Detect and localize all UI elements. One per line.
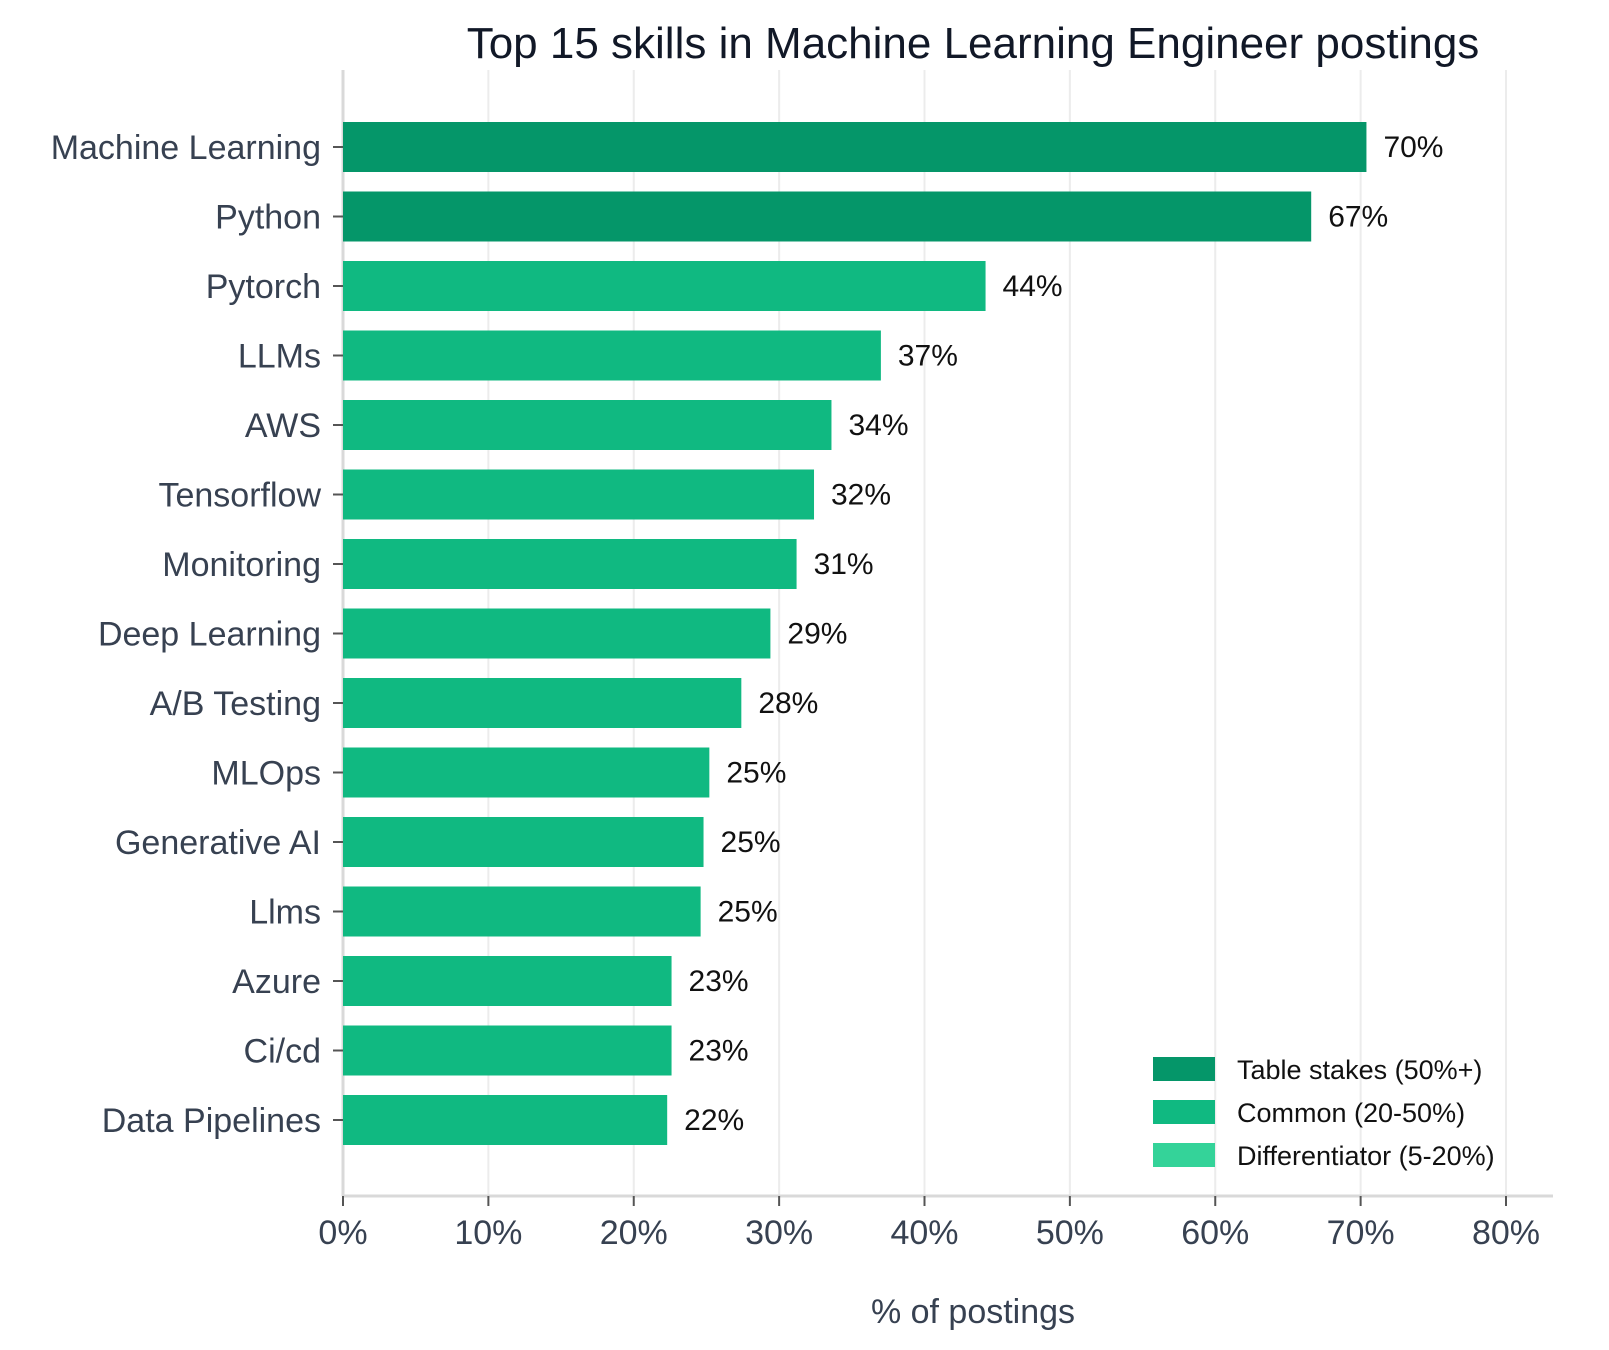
data-label: 25% xyxy=(721,826,781,859)
category-label: Azure xyxy=(232,963,321,1001)
data-label: 70% xyxy=(1383,131,1443,164)
bar xyxy=(343,678,742,728)
category-label: Deep Learning xyxy=(98,616,321,654)
bar xyxy=(343,191,1312,242)
x-axis-ticks: 0% 10% 20% 30% 40% 50% 60% 70% 80% xyxy=(318,1196,1540,1252)
data-label: 22% xyxy=(684,1104,744,1137)
category-label: A/B Testing xyxy=(150,685,321,723)
data-label: 34% xyxy=(848,409,908,442)
data-label: 25% xyxy=(718,896,778,929)
bar xyxy=(343,261,986,311)
data-label: 37% xyxy=(898,340,958,373)
category-label: Pytorch xyxy=(206,268,321,306)
x-tick-label: 20% xyxy=(600,1214,668,1252)
category-label: Monitoring xyxy=(162,546,321,584)
category-label: Tensorflow xyxy=(158,477,321,515)
category-labels: Machine Learning Python Pytorch LLMs AWS Tens… xyxy=(51,129,343,1140)
bar xyxy=(343,469,815,520)
bar xyxy=(343,1025,672,1076)
legend-swatch xyxy=(1153,1057,1215,1081)
bar xyxy=(343,1095,668,1145)
x-tick-label: 10% xyxy=(454,1214,522,1252)
x-tick-label: 60% xyxy=(1181,1214,1249,1252)
bar xyxy=(343,330,881,381)
legend-label: Table stakes (50%+) xyxy=(1237,1055,1482,1085)
bar xyxy=(343,817,704,867)
legend-swatch xyxy=(1153,1100,1215,1124)
data-label: 23% xyxy=(689,965,749,998)
legend-label: Common (20-50%) xyxy=(1237,1098,1465,1128)
category-label: Machine Learning xyxy=(51,129,321,167)
data-label: 67% xyxy=(1328,201,1388,234)
data-label: 23% xyxy=(689,1035,749,1068)
x-tick-label: 80% xyxy=(1472,1214,1540,1252)
category-label: Data Pipelines xyxy=(102,1102,321,1140)
data-label: 29% xyxy=(787,618,847,651)
bar xyxy=(343,400,832,450)
x-tick-label: 50% xyxy=(1036,1214,1104,1252)
bar xyxy=(343,122,1367,172)
bar xyxy=(343,608,771,659)
category-label: Generative AI xyxy=(115,824,321,862)
x-axis-title: % of postings xyxy=(871,1293,1075,1331)
category-label: Llms xyxy=(249,894,321,932)
bar xyxy=(343,747,710,798)
category-label: Ci/cd xyxy=(244,1033,321,1071)
data-label: 44% xyxy=(1003,270,1063,303)
legend: Table stakes (50%+) Common (20-50%) Differ… xyxy=(1153,1055,1495,1171)
category-label: AWS xyxy=(245,407,321,445)
chart-title: Top 15 skills in Machine Learning Engine… xyxy=(467,19,1480,68)
bar xyxy=(343,886,701,937)
x-tick-label: 0% xyxy=(318,1214,367,1252)
x-tick-label: 30% xyxy=(745,1214,813,1252)
bar xyxy=(343,956,672,1006)
data-label: 28% xyxy=(758,687,818,720)
data-label: 32% xyxy=(831,479,891,512)
category-label: Python xyxy=(215,199,321,237)
bar xyxy=(343,539,797,589)
x-tick-label: 70% xyxy=(1327,1214,1395,1252)
legend-label: Differentiator (5-20%) xyxy=(1237,1141,1495,1171)
data-label: 25% xyxy=(726,757,786,790)
grid-lines xyxy=(341,70,1553,1198)
bars: 70% 67% 44% 37% 34% 32% 31% 29% 28% 25% 25% 25% 23% 2… xyxy=(343,122,1443,1145)
category-label: MLOps xyxy=(211,755,321,793)
legend-swatch xyxy=(1153,1143,1215,1167)
x-tick-label: 40% xyxy=(890,1214,958,1252)
category-label: LLMs xyxy=(238,338,321,376)
data-label: 31% xyxy=(814,548,874,581)
